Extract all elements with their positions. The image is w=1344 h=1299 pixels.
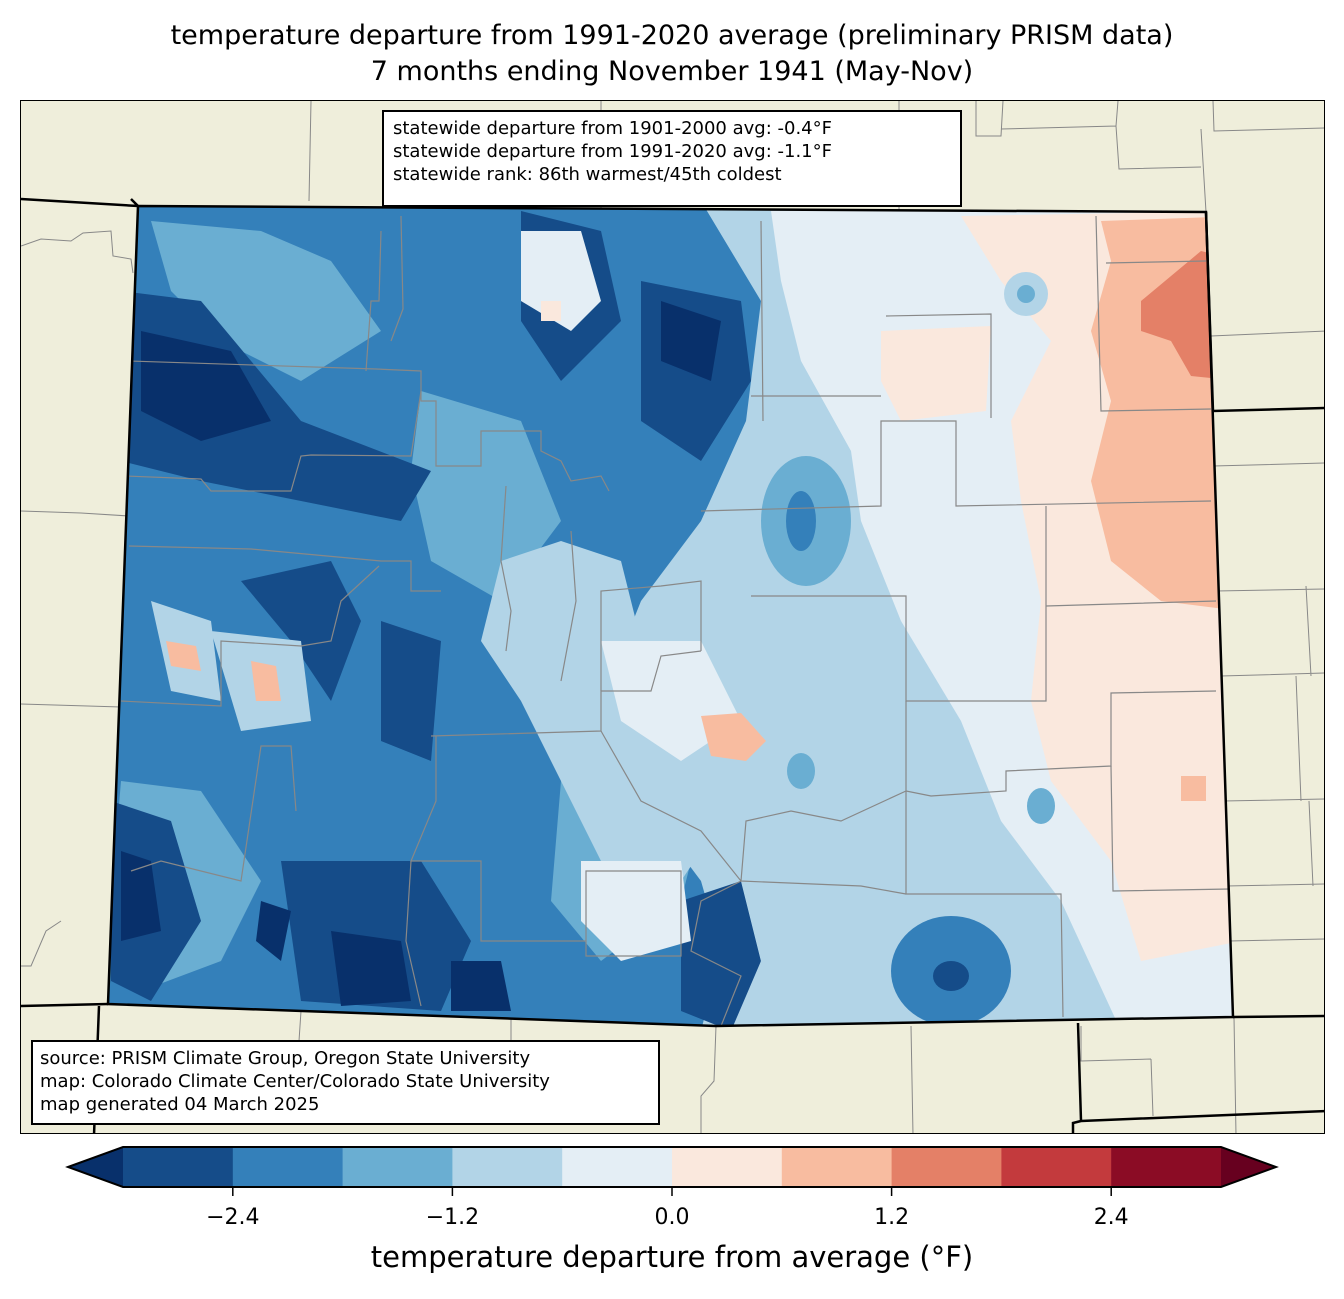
state-borders (21, 197, 1324, 1133)
contour-west-dark (111, 211, 761, 1026)
colorbar-segments (65, 1146, 1279, 1188)
colorbar: −2.4 −1.2 0.0 1.2 2.4 (65, 1146, 1279, 1230)
colorbar-segment (452, 1147, 563, 1187)
colorbar-tick-label: 1.2 (874, 1205, 909, 1230)
map-panel (20, 100, 1325, 1134)
contour-west-darkest (121, 301, 721, 1011)
stat-rank: statewide rank: 86th warmest/45th coldes… (393, 164, 782, 185)
colorbar-segment (123, 1147, 234, 1187)
source-credit: source: PRISM Climate Group, Oregon Stat… (40, 1048, 531, 1069)
colorbar-segment (1001, 1147, 1112, 1187)
colorbar-ticks: −2.4 −1.2 0.0 1.2 2.4 (206, 1187, 1129, 1230)
colorbar-outline (65, 1146, 1279, 1188)
colorbar-segment (562, 1147, 673, 1187)
colorbar-tick-label: −1.2 (426, 1205, 479, 1230)
stat-departure-1901-2000: statewide departure from 1901-2000 avg: … (393, 118, 832, 139)
colorbar-extend-over (1221, 1147, 1276, 1187)
source-box: source: PRISM Climate Group, Oregon Stat… (31, 1040, 660, 1125)
colorado-county-lines (120, 215, 1232, 1026)
contour-spot-blue-inner (1017, 285, 1035, 303)
colorbar-segment (672, 1147, 783, 1187)
contour-spot-blue-inner (933, 961, 969, 991)
contour-east-warm (166, 216, 1233, 801)
colorbar-segment (781, 1147, 893, 1187)
colorbar-tick-label: 0.0 (655, 1205, 690, 1230)
map-credit: map: Colorado Climate Center/Colorado St… (40, 1071, 550, 1092)
colorbar-tick-label: 2.4 (1094, 1205, 1129, 1230)
contour-spot-blue-inner (786, 491, 816, 551)
stat-departure-1991-2020: statewide departure from 1991-2020 avg: … (393, 141, 832, 162)
map-generated-date: map generated 04 March 2025 (40, 1094, 320, 1115)
contour-east-slight-warm (541, 211, 1233, 961)
colorado-border (106, 204, 1235, 1028)
chart-title-line1: temperature departure from 1991-2020 ave… (170, 20, 1174, 51)
colorbar-segment (1111, 1147, 1222, 1187)
colorbar-segment (232, 1147, 344, 1187)
colorbar-extend-under (68, 1147, 123, 1187)
colorbar-tick-label: −2.4 (206, 1205, 259, 1230)
contour-spot-blue (787, 753, 815, 789)
chart-title-line2: 7 months ending November 1941 (May-Nov) (370, 56, 974, 87)
temperature-map (21, 101, 1324, 1133)
temperature-contours (108, 206, 1233, 1026)
contour-central-lighter (151, 541, 721, 881)
statewide-stats-box: statewide departure from 1901-2000 avg: … (382, 110, 962, 207)
colorbar-segment (891, 1147, 1002, 1187)
contour-spot-blue (1027, 788, 1055, 824)
colorbar-label: temperature departure from average (°F) (370, 1240, 974, 1274)
colorbar-segment (342, 1147, 453, 1187)
